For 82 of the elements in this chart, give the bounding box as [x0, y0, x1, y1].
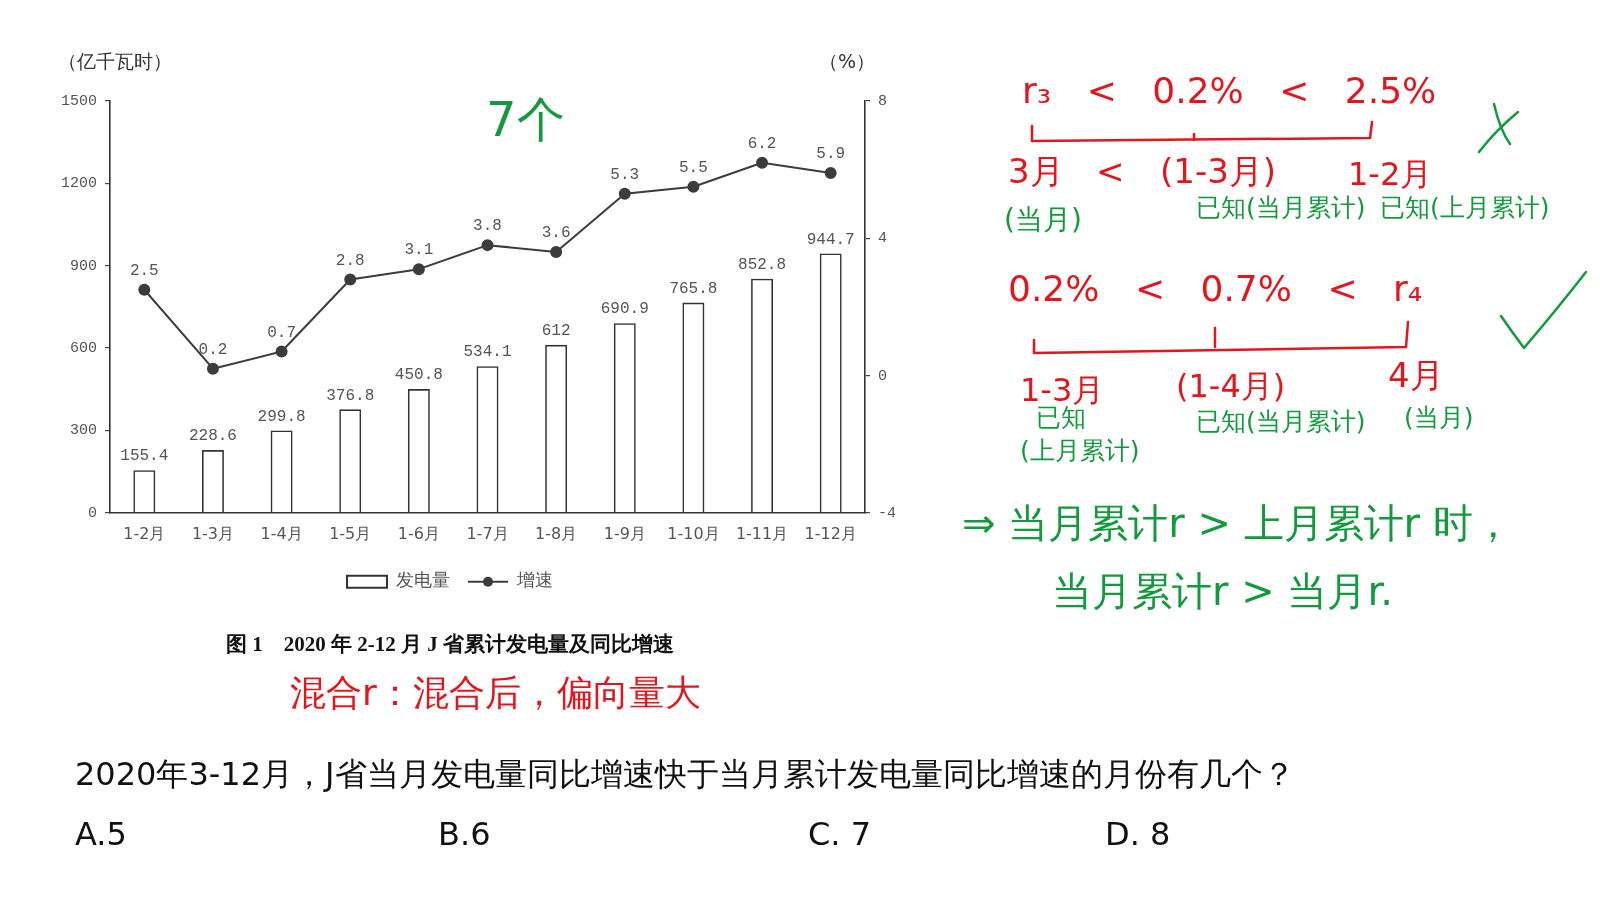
y2-tick-label: -4 [878, 504, 897, 522]
text: 当月累计r > 当月r. [1052, 568, 1393, 614]
data-label: 534.1 [463, 343, 512, 362]
data-label: 450.8 [394, 366, 443, 385]
y-tick-label: 300 [69, 422, 97, 440]
y-tick-label: 1500 [60, 92, 97, 110]
data-label: 852.8 [738, 255, 787, 274]
data-label: 2.5 [129, 261, 159, 280]
x-tick-label: 1-12月 [804, 523, 857, 543]
point [138, 283, 151, 296]
data-label: 376.8 [326, 386, 375, 405]
text: 已知(上月累计) [1380, 193, 1550, 223]
x-tick-label: 1-3月 [191, 523, 235, 543]
point [275, 345, 288, 358]
data-label: 6.2 [747, 135, 777, 153]
data-label: 3.8 [473, 217, 502, 236]
text: 混合r：混合后，偏向量大 [290, 672, 701, 714]
x-tick-label: 1-5月 [329, 523, 372, 543]
text: 0.2% < 0.7% < r₄ [1008, 268, 1423, 310]
text: 3月 [1008, 151, 1064, 192]
x-tick-label: 1-11月 [735, 523, 789, 543]
point [344, 273, 357, 286]
y-tick-label: 600 [69, 340, 97, 358]
data-label: 0.2 [198, 340, 228, 359]
point [481, 239, 494, 252]
x-tick-label: 1-7月 [466, 523, 509, 543]
x-tick-label: 1-4月 [260, 523, 303, 543]
data-label: 765.8 [669, 279, 718, 298]
legend-label: 发电量 [396, 569, 450, 591]
x-tick-label: 1-9月 [603, 523, 646, 543]
text: (上月累计) [1020, 436, 1140, 466]
data-label: 944.7 [806, 230, 855, 249]
text: 已知(当月累计) [1196, 193, 1366, 223]
data-label: 690.9 [600, 300, 649, 319]
data-label: 5.3 [610, 165, 640, 184]
text: < [1096, 151, 1125, 192]
data-label: 5.9 [816, 145, 846, 164]
y2-axis-title: （%） [818, 49, 876, 72]
text: 1-2月 [1348, 155, 1433, 193]
text: r₃ < 0.2% < 2.5% [1022, 70, 1437, 112]
y-axis-title: （亿千瓦时） [58, 49, 172, 72]
text: D. 8 [1105, 815, 1171, 853]
text: (1-4月) [1176, 367, 1286, 405]
point [687, 180, 700, 193]
data-label: 2.8 [335, 251, 365, 270]
text: (当月) [1004, 203, 1082, 237]
point [550, 245, 563, 258]
text: B.6 [438, 815, 491, 853]
point [756, 156, 769, 169]
y-tick-label: 900 [69, 257, 97, 275]
data-label: 155.4 [120, 447, 169, 466]
point [412, 263, 425, 276]
text: (1-3月) [1160, 151, 1277, 192]
x-tick-label: 1-2月 [123, 523, 166, 543]
point [206, 362, 219, 375]
text: 2020年3-12月，J省当月发电量同比增速快于当月累计发电量同比增速的月份有几个？ [75, 755, 1295, 793]
text: (当月) [1404, 403, 1474, 433]
point [824, 167, 837, 180]
annotation: 7个 [486, 91, 565, 148]
y2-tick-label: 8 [878, 92, 888, 110]
point [618, 187, 631, 200]
legend-label: 增速 [516, 569, 553, 591]
y2-tick-label: 4 [878, 230, 888, 248]
y-tick-label: 1200 [60, 175, 97, 193]
data-label: 0.7 [267, 323, 296, 342]
x-tick-label: 1-8月 [535, 523, 578, 543]
text: 4月 [1388, 355, 1444, 396]
data-label: 5.5 [679, 159, 708, 178]
y2-tick-label: 0 [878, 367, 888, 385]
text: ⇒ 当月累计r > 上月累计r 时， [962, 500, 1513, 546]
text: C. 7 [808, 815, 872, 853]
x-tick-label: 1-10月 [667, 523, 720, 543]
text: 图 1 2020 年 2-12 月 J 省累计发电量及同比增速 [226, 631, 674, 656]
text: A.5 [75, 815, 127, 853]
text: 已知(当月累计) [1196, 407, 1366, 437]
data-label: 3.6 [541, 224, 571, 243]
y-tick-label: 0 [87, 504, 97, 522]
data-label: 299.8 [257, 407, 306, 426]
data-label: 612 [541, 322, 571, 341]
x-tick-label: 1-6月 [397, 523, 440, 543]
data-label: 228.6 [188, 427, 237, 446]
data-label: 3.1 [404, 241, 434, 260]
